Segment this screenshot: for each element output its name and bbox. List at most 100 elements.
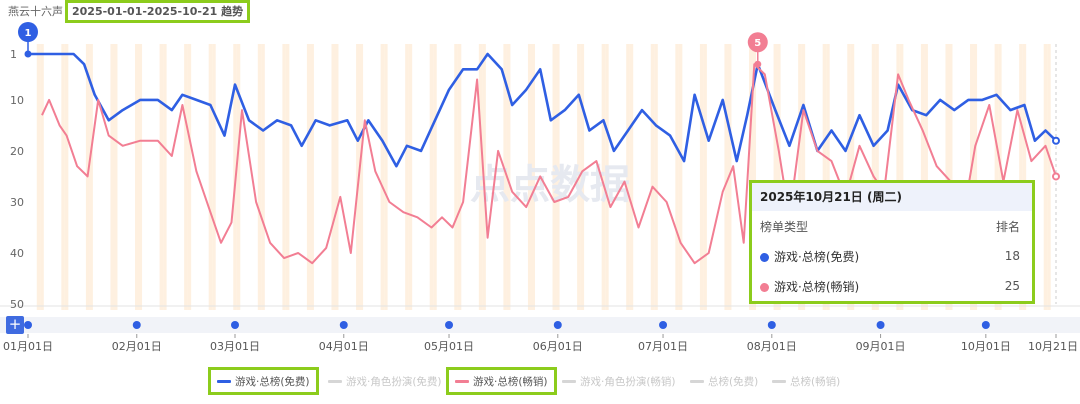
tooltip-row: 游戏·总榜(免费) 18 bbox=[752, 241, 1032, 271]
series-line-free bbox=[28, 52, 1057, 168]
slider-month-dot bbox=[767, 321, 776, 329]
weekend-band bbox=[896, 44, 900, 310]
slider-month-dot bbox=[231, 321, 240, 329]
x-tick-label: 02月01日 bbox=[112, 340, 162, 353]
legend-item-total-free[interactable]: 总榜(免费) bbox=[690, 368, 758, 394]
weekend-band bbox=[408, 44, 413, 310]
weekend-band bbox=[847, 44, 851, 310]
weekend-band bbox=[457, 44, 462, 310]
weekend-band bbox=[478, 44, 483, 310]
chart-header: 燕云十六声 2025-01-01-2025-10-21 趋势 bbox=[8, 0, 251, 23]
chart-tooltip: 2025年10月21日 (周二) 榜单类型 排名 游戏·总榜(免费) 18 游戏… bbox=[749, 180, 1035, 304]
weekend-band bbox=[359, 44, 364, 310]
legend-item-grossing-rpg[interactable]: 游戏·角色扮演(畅销) bbox=[562, 368, 676, 394]
weekend-band bbox=[970, 44, 974, 310]
series-dot-icon bbox=[760, 282, 769, 292]
tooltip-row: 游戏·总榜(畅销) 25 bbox=[752, 271, 1032, 301]
weekend-band bbox=[601, 44, 606, 310]
weekend-band bbox=[650, 44, 655, 310]
tooltip-col-rank: 排名 bbox=[995, 219, 1020, 234]
weekend-band bbox=[257, 44, 262, 310]
weekend-band bbox=[331, 44, 335, 310]
weekend-band bbox=[89, 44, 93, 310]
weekend-band bbox=[749, 44, 753, 310]
weekend-band bbox=[159, 44, 164, 310]
weekend-band bbox=[678, 44, 683, 310]
weekend-band bbox=[163, 44, 167, 310]
legend-swatch-icon bbox=[455, 379, 469, 383]
x-tick-label: 01月01日 bbox=[3, 340, 53, 353]
legend-swatch-icon bbox=[772, 379, 786, 383]
weekend-band bbox=[527, 44, 532, 310]
legend-label: 总榜(畅销) bbox=[790, 375, 841, 388]
legend-item-total-grossing[interactable]: 总榜(畅销) bbox=[772, 368, 840, 394]
slider-month-dot bbox=[876, 321, 885, 329]
slider-start-handle bbox=[24, 321, 32, 329]
weekend-band bbox=[994, 44, 999, 310]
weekend-band bbox=[306, 44, 311, 310]
legend-item-free-total[interactable]: 游戏·总榜(免费) bbox=[208, 367, 319, 395]
slider-month-dot bbox=[981, 321, 990, 329]
weekend-band bbox=[40, 44, 44, 310]
weekend-band bbox=[1022, 44, 1027, 310]
tooltip-column-header: 榜单类型 排名 bbox=[752, 211, 1032, 241]
legend-swatch-icon bbox=[328, 379, 342, 383]
slider-month-dot bbox=[339, 321, 348, 329]
weekend-band bbox=[212, 44, 216, 310]
weekend-band bbox=[801, 44, 806, 310]
tooltip-row-value: 18 bbox=[1004, 249, 1020, 263]
x-tick-label: 06月01日 bbox=[533, 340, 583, 353]
weekend-band bbox=[61, 44, 65, 310]
event-marker-icon bbox=[18, 22, 38, 42]
hover-point bbox=[1052, 136, 1060, 145]
weekend-band bbox=[36, 44, 41, 310]
weekend-band bbox=[454, 44, 458, 310]
zoom-add-button[interactable]: + bbox=[6, 316, 24, 334]
weekend-band bbox=[1019, 44, 1023, 310]
weekend-band bbox=[1047, 44, 1051, 310]
weekend-band bbox=[552, 44, 557, 310]
x-tick-label: 07月01日 bbox=[638, 340, 688, 353]
legend-item-grossing-total[interactable]: 游戏·总榜(畅销) bbox=[446, 367, 557, 395]
legend-label: 游戏·总榜(免费) bbox=[235, 375, 310, 388]
weekend-band bbox=[184, 44, 188, 310]
slider-month-dot bbox=[445, 321, 454, 329]
weekend-band bbox=[429, 44, 434, 310]
chart-legend: 游戏·总榜(免费) 游戏·角色扮演(免费) 游戏·总榜(畅销) 游戏·角色扮演(… bbox=[0, 367, 1080, 396]
weekend-band bbox=[773, 44, 778, 310]
weekend-band bbox=[699, 44, 704, 310]
legend-label: 总榜(免费) bbox=[708, 375, 759, 388]
weekend-band bbox=[875, 44, 879, 310]
weekend-band bbox=[973, 44, 978, 310]
weekend-band bbox=[187, 44, 192, 310]
weekend-band bbox=[503, 44, 507, 310]
y-tick-label: 1 bbox=[10, 48, 17, 61]
x-tick-label: 08月01日 bbox=[747, 340, 797, 353]
weekend-band bbox=[998, 44, 1002, 310]
event-marker-label: 5 bbox=[754, 38, 761, 49]
y-tick-label: 40 bbox=[10, 247, 24, 260]
weekend-band bbox=[356, 44, 360, 310]
weekend-band bbox=[506, 44, 511, 310]
weekend-band bbox=[285, 44, 290, 310]
weekend-band bbox=[826, 44, 830, 310]
weekend-band bbox=[310, 44, 314, 310]
x-tick-label: 03月01日 bbox=[210, 340, 260, 353]
y-tick-label: 30 bbox=[10, 196, 24, 209]
legend-item-free-rpg[interactable]: 游戏·角色扮演(免费) bbox=[328, 368, 442, 394]
weekend-band bbox=[113, 44, 118, 310]
x-tick-label: 10月21日 bbox=[1028, 340, 1078, 353]
y-tick-label: 50 bbox=[10, 298, 24, 311]
marker-anchor-dot bbox=[24, 50, 32, 58]
date-range-title: 2025-01-01-2025-10-21 趋势 bbox=[65, 0, 251, 23]
weekend-band bbox=[948, 44, 953, 310]
weekend-band bbox=[236, 44, 241, 310]
legend-swatch-icon bbox=[562, 379, 576, 383]
slider-month-dot bbox=[132, 321, 141, 329]
weekend-band bbox=[675, 44, 679, 310]
weekend-band bbox=[405, 44, 409, 310]
weekend-band bbox=[703, 44, 707, 310]
tooltip-date: 2025年10月21日 (周二) bbox=[752, 183, 1032, 211]
weekend-band bbox=[384, 44, 388, 310]
weekend-band bbox=[261, 44, 265, 310]
